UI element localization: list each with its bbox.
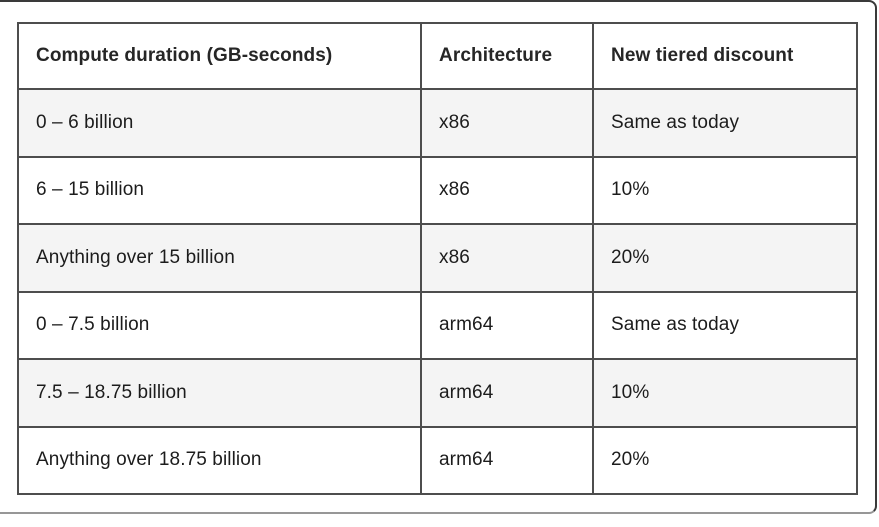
cell-discount: Same as today xyxy=(592,290,858,360)
cell-architecture: arm64 xyxy=(420,358,594,428)
column-header-compute-duration: Compute duration (GB-seconds) xyxy=(17,22,422,90)
tiered-discount-pricing-table: Compute duration (GB-seconds) Architectu… xyxy=(17,22,858,495)
header-row: Compute duration (GB-seconds) Architectu… xyxy=(17,22,858,90)
table-row: 7.5 – 18.75 billion arm64 10% xyxy=(17,358,858,428)
cell-discount: Same as today xyxy=(592,88,858,158)
cell-architecture: arm64 xyxy=(420,290,594,360)
cell-architecture: arm64 xyxy=(420,425,594,495)
column-header-new-tiered-discount: New tiered discount xyxy=(592,22,858,90)
cell-discount: 20% xyxy=(592,223,858,293)
cell-duration: Anything over 18.75 billion xyxy=(17,425,422,495)
cell-duration: 0 – 6 billion xyxy=(17,88,422,158)
table-row: 0 – 7.5 billion arm64 Same as today xyxy=(17,290,858,360)
cell-duration: 6 – 15 billion xyxy=(17,155,422,225)
cell-discount: 10% xyxy=(592,155,858,225)
table-row: Anything over 18.75 billion arm64 20% xyxy=(17,425,858,495)
cell-discount: 20% xyxy=(592,425,858,495)
cell-architecture: x86 xyxy=(420,155,594,225)
cell-discount: 10% xyxy=(592,358,858,428)
cell-duration: Anything over 15 billion xyxy=(17,223,422,293)
table-row: 6 – 15 billion x86 10% xyxy=(17,155,858,225)
cell-duration: 0 – 7.5 billion xyxy=(17,290,422,360)
table-row: 0 – 6 billion x86 Same as today xyxy=(17,88,858,158)
table-row: Anything over 15 billion x86 20% xyxy=(17,223,858,293)
column-header-architecture: Architecture xyxy=(420,22,594,90)
cell-architecture: x86 xyxy=(420,88,594,158)
cell-duration: 7.5 – 18.75 billion xyxy=(17,358,422,428)
cell-architecture: x86 xyxy=(420,223,594,293)
